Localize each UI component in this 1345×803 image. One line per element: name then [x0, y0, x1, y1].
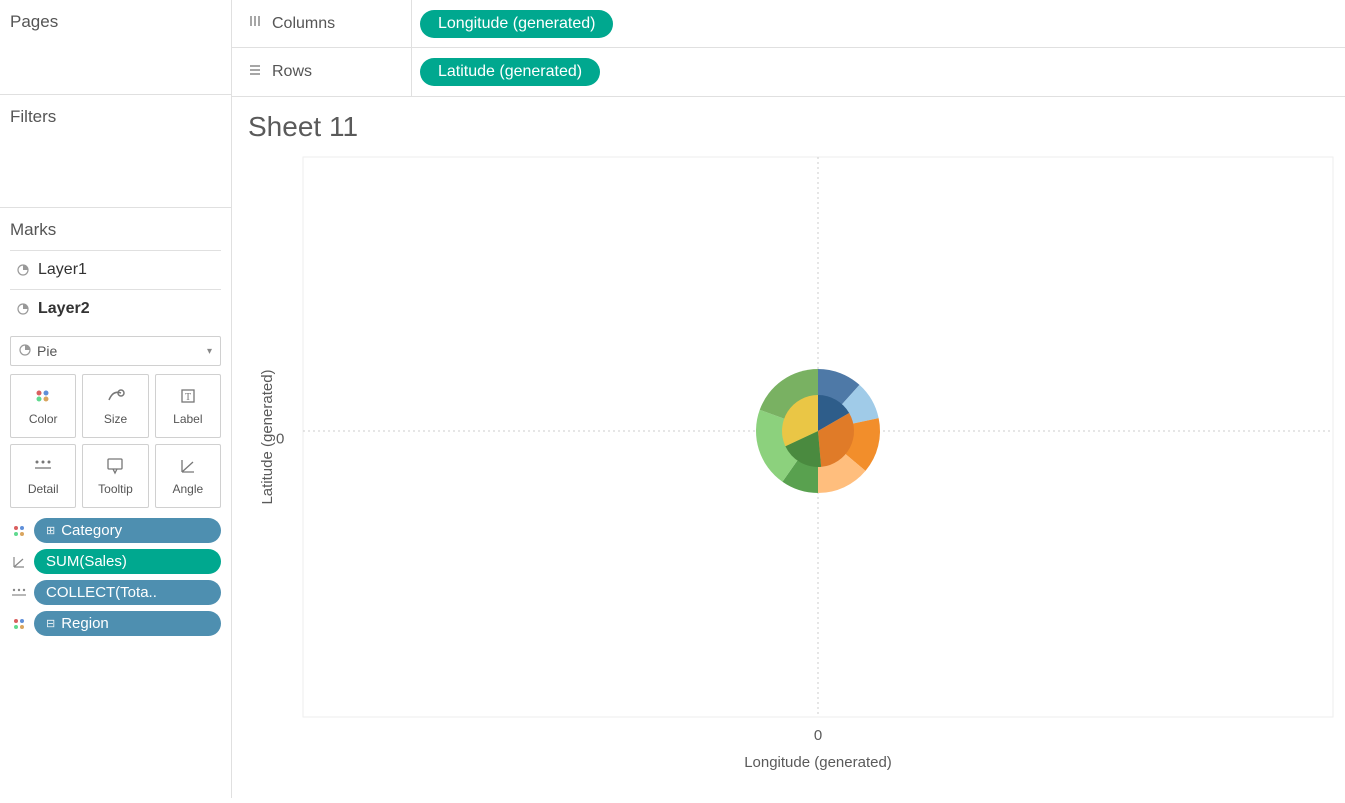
color-icon	[10, 524, 28, 538]
pill-label: COLLECT(Tota..	[46, 584, 157, 601]
color-icon	[10, 617, 28, 631]
x-axis-tick: 0	[814, 727, 822, 744]
pill-label: Category	[61, 522, 122, 539]
pill-label: SUM(Sales)	[46, 553, 127, 570]
rows-icon	[248, 63, 262, 82]
marks-label-button[interactable]: T Label	[155, 374, 221, 438]
pie-icon	[19, 343, 31, 359]
columns-label: Columns	[272, 15, 335, 33]
marks-layer-2[interactable]: Layer2	[10, 289, 221, 328]
marks-card: Marks Layer1 Layer2 Pie	[0, 208, 231, 798]
marks-label-label: Label	[173, 412, 202, 426]
detail-icon	[10, 587, 28, 599]
chart-container: Latitude (generated) 0 0 Longitude (gene…	[248, 149, 1329, 789]
pill-label: Region	[61, 615, 109, 632]
layer-label: Layer2	[38, 300, 90, 318]
y-axis-label: Latitude (generated)	[259, 369, 276, 504]
mark-type-label: Pie	[37, 343, 57, 359]
columns-icon	[248, 14, 262, 33]
detail-icon	[33, 456, 53, 476]
marks-tooltip-label: Tooltip	[98, 482, 133, 496]
layer-label: Layer1	[38, 261, 87, 279]
marks-pill-category[interactable]: ⊞ Category	[10, 518, 221, 543]
marks-angle-label: Angle	[172, 482, 203, 496]
mark-type-dropdown[interactable]: Pie ▾	[10, 336, 221, 366]
pages-shelf[interactable]: Pages	[0, 0, 231, 95]
y-axis-tick: 0	[276, 431, 284, 448]
layer-icon	[16, 263, 30, 277]
x-axis-label: Longitude (generated)	[744, 754, 892, 789]
filters-shelf[interactable]: Filters	[0, 95, 231, 208]
svg-text:T: T	[185, 392, 191, 403]
expand-icon: ⊞	[46, 524, 55, 537]
expand-icon: ⊟	[46, 617, 55, 630]
marks-size-label: Size	[104, 412, 127, 426]
marks-angle-button[interactable]: Angle	[155, 444, 221, 508]
label-icon: T	[178, 386, 198, 406]
rows-label: Rows	[272, 63, 312, 81]
marks-layer-1[interactable]: Layer1	[10, 250, 221, 289]
sheet-title[interactable]: Sheet 11	[248, 111, 1329, 143]
pages-title: Pages	[10, 8, 221, 36]
marks-detail-label: Detail	[28, 482, 59, 496]
marks-title: Marks	[10, 216, 221, 250]
marks-pill-sum-sales[interactable]: SUM(Sales)	[10, 549, 221, 574]
marks-detail-button[interactable]: Detail	[10, 444, 76, 508]
layer-icon	[16, 302, 30, 316]
filters-title: Filters	[10, 103, 221, 131]
chevron-down-icon: ▾	[207, 346, 212, 357]
columns-pill[interactable]: Longitude (generated)	[420, 10, 613, 38]
marks-pill-collect[interactable]: COLLECT(Tota..	[10, 580, 221, 605]
marks-color-label: Color	[29, 412, 58, 426]
columns-shelf[interactable]: Columns Longitude (generated)	[232, 0, 1345, 48]
color-icon	[33, 386, 53, 406]
tooltip-icon	[105, 456, 125, 476]
marks-color-button[interactable]: Color	[10, 374, 76, 438]
chart-svg	[248, 149, 1338, 769]
marks-tooltip-button[interactable]: Tooltip	[82, 444, 148, 508]
marks-size-button[interactable]: Size	[82, 374, 148, 438]
angle-icon	[178, 456, 198, 476]
rows-shelf[interactable]: Rows Latitude (generated)	[232, 48, 1345, 96]
viz-area[interactable]: Sheet 11 Latitude (generated) 0 0 Longit…	[232, 97, 1345, 803]
shelves-bar: Columns Longitude (generated) Rows Latit…	[232, 0, 1345, 97]
rows-pill[interactable]: Latitude (generated)	[420, 58, 600, 86]
marks-pill-region[interactable]: ⊟ Region	[10, 611, 221, 636]
angle-icon	[10, 555, 28, 569]
size-icon	[105, 386, 125, 406]
